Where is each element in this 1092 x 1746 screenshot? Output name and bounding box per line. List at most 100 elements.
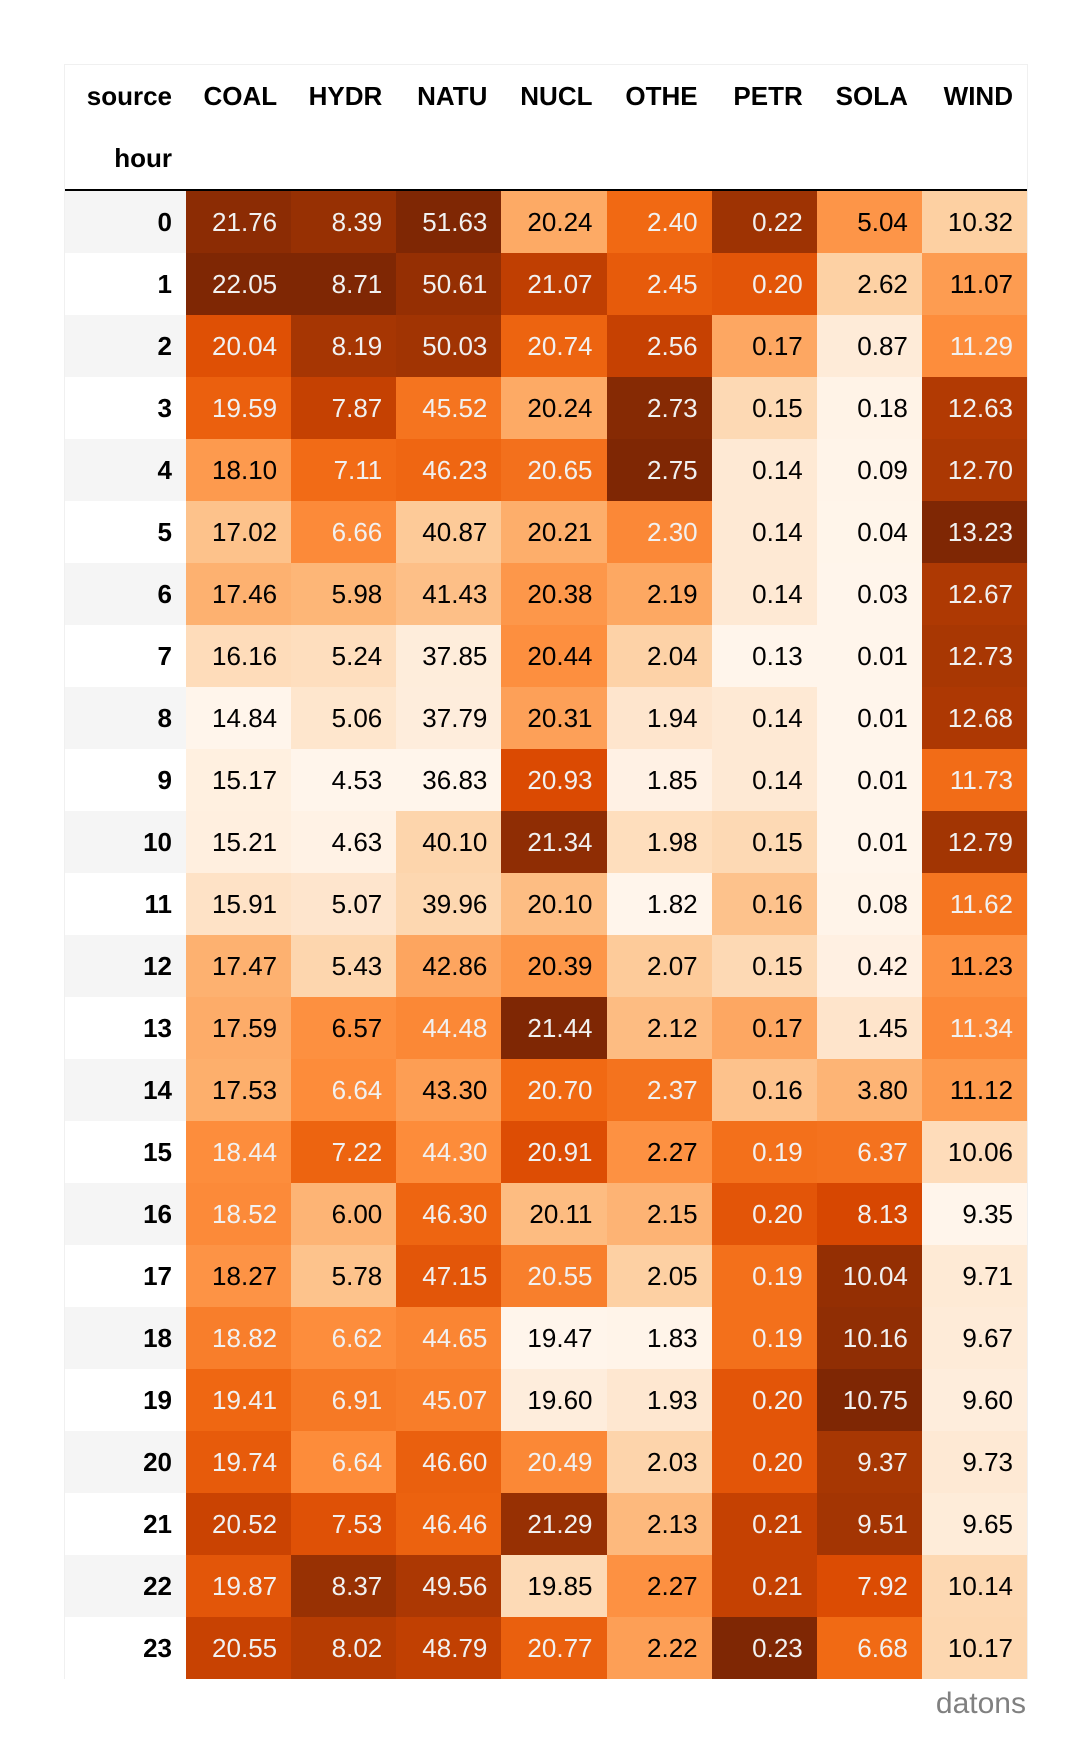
heatmap-cell-othe: 2.22 xyxy=(606,1617,712,1679)
row-index-hour: 16 xyxy=(65,1183,186,1245)
heatmap-cell-wind: 11.62 xyxy=(921,873,1027,935)
heatmap-cell-othe: 2.05 xyxy=(606,1245,712,1307)
heatmap-cell-natu: 51.63 xyxy=(396,190,502,253)
heatmap-cell-wind: 9.67 xyxy=(921,1307,1027,1369)
heatmap-cell-natu: 48.79 xyxy=(396,1617,502,1679)
heatmap-cell-petr: 0.13 xyxy=(711,625,817,687)
heatmap-cell-hydr: 4.53 xyxy=(291,749,397,811)
table-row: 4 18.10 7.11 46.23 20.65 2.75 0.14 0.09 12.70 xyxy=(65,439,1027,501)
heatmap-cell-coal: 15.17 xyxy=(186,749,292,811)
table-row: 21 20.52 7.53 46.46 21.29 2.13 0.21 9.51 9.65 xyxy=(65,1493,1027,1555)
heatmap-cell-othe: 1.98 xyxy=(606,811,712,873)
table-row: 10 15.21 4.63 40.10 21.34 1.98 0.15 0.01 12.79 xyxy=(65,811,1027,873)
heatmap-cell-petr: 0.14 xyxy=(711,501,817,563)
heatmap-cell-othe: 2.75 xyxy=(606,439,712,501)
column-header-othe: OTHE xyxy=(606,65,712,127)
heatmap-cell-petr: 0.19 xyxy=(711,1121,817,1183)
heatmap-cell-sola: 10.04 xyxy=(816,1245,922,1307)
heatmap-cell-natu: 50.03 xyxy=(396,315,502,377)
table-row: 3 19.59 7.87 45.52 20.24 2.73 0.15 0.18 12.63 xyxy=(65,377,1027,439)
heatmap-cell-wind: 12.68 xyxy=(921,687,1027,749)
row-index-hour: 17 xyxy=(65,1245,186,1307)
row-index-hour: 5 xyxy=(65,501,186,563)
heatmap-cell-natu: 45.52 xyxy=(396,377,502,439)
heatmap-cell-nucl: 21.34 xyxy=(501,811,607,873)
heatmap-cell-othe: 1.85 xyxy=(606,749,712,811)
heatmap-cell-petr: 0.20 xyxy=(711,1369,817,1431)
heatmap-cell-sola: 0.09 xyxy=(816,439,922,501)
heatmap-cell-hydr: 5.24 xyxy=(291,625,397,687)
heatmap-cell-wind: 12.67 xyxy=(921,563,1027,625)
heatmap-cell-hydr: 8.02 xyxy=(291,1617,397,1679)
heatmap-cell-coal: 18.44 xyxy=(186,1121,292,1183)
heatmap-cell-nucl: 20.55 xyxy=(501,1245,607,1307)
row-index-hour: 11 xyxy=(65,873,186,935)
heatmap-cell-wind: 13.23 xyxy=(921,501,1027,563)
row-index-hour: 12 xyxy=(65,935,186,997)
heatmap-cell-nucl: 20.93 xyxy=(501,749,607,811)
row-index-hour: 4 xyxy=(65,439,186,501)
heatmap-cell-wind: 9.73 xyxy=(921,1431,1027,1493)
table-row: 23 20.55 8.02 48.79 20.77 2.22 0.23 6.68 10.17 xyxy=(65,1617,1027,1679)
table-row: 6 17.46 5.98 41.43 20.38 2.19 0.14 0.03 12.67 xyxy=(65,563,1027,625)
table-row: 18 18.82 6.62 44.65 19.47 1.83 0.19 10.16 9.67 xyxy=(65,1307,1027,1369)
heatmap-cell-coal: 17.46 xyxy=(186,563,292,625)
heatmap-cell-coal: 19.59 xyxy=(186,377,292,439)
heatmap-cell-natu: 45.07 xyxy=(396,1369,502,1431)
heatmap-cell-natu: 44.30 xyxy=(396,1121,502,1183)
heatmap-table-container: source COAL HYDR NATU NUCL OTHE PETR SOLA WIND … xyxy=(64,64,1028,1679)
heatmap-cell-petr: 0.19 xyxy=(711,1245,817,1307)
heatmap-cell-sola: 10.75 xyxy=(816,1369,922,1431)
table-row: 17 18.27 5.78 47.15 20.55 2.05 0.19 10.04 9.71 xyxy=(65,1245,1027,1307)
table-row: 13 17.59 6.57 44.48 21.44 2.12 0.17 1.45 11.34 xyxy=(65,997,1027,1059)
row-index-hour: 14 xyxy=(65,1059,186,1121)
heatmap-cell-coal: 19.87 xyxy=(186,1555,292,1617)
heatmap-cell-natu: 37.79 xyxy=(396,687,502,749)
heatmap-cell-wind: 10.32 xyxy=(921,190,1027,253)
heatmap-cell-wind: 11.23 xyxy=(921,935,1027,997)
heatmap-cell-hydr: 5.98 xyxy=(291,563,397,625)
heatmap-cell-coal: 18.10 xyxy=(186,439,292,501)
heatmap-cell-wind: 10.06 xyxy=(921,1121,1027,1183)
heatmap-cell-coal: 20.52 xyxy=(186,1493,292,1555)
index-header-blank xyxy=(186,127,292,190)
heatmap-cell-othe: 2.07 xyxy=(606,935,712,997)
heatmap-cell-hydr: 7.87 xyxy=(291,377,397,439)
heatmap-cell-nucl: 20.10 xyxy=(501,873,607,935)
heatmap-cell-coal: 18.52 xyxy=(186,1183,292,1245)
column-header-coal: COAL xyxy=(186,65,292,127)
row-index-hour: 23 xyxy=(65,1617,186,1679)
table-row: 0 21.76 8.39 51.63 20.24 2.40 0.22 5.04 10.32 xyxy=(65,190,1027,253)
row-index-hour: 1 xyxy=(65,253,186,315)
heatmap-cell-hydr: 5.78 xyxy=(291,1245,397,1307)
heatmap-cell-coal: 21.76 xyxy=(186,190,292,253)
heatmap-cell-othe: 2.15 xyxy=(606,1183,712,1245)
heatmap-cell-hydr: 7.11 xyxy=(291,439,397,501)
row-index-hour: 6 xyxy=(65,563,186,625)
heatmap-cell-othe: 1.82 xyxy=(606,873,712,935)
heatmap-cell-coal: 20.55 xyxy=(186,1617,292,1679)
row-index-hour: 7 xyxy=(65,625,186,687)
heatmap-cell-sola: 0.01 xyxy=(816,749,922,811)
heatmap-cell-nucl: 20.31 xyxy=(501,687,607,749)
heatmap-cell-petr: 0.15 xyxy=(711,935,817,997)
heatmap-cell-nucl: 20.11 xyxy=(501,1183,607,1245)
heatmap-cell-othe: 2.73 xyxy=(606,377,712,439)
heatmap-cell-wind: 12.79 xyxy=(921,811,1027,873)
column-header-row: source COAL HYDR NATU NUCL OTHE PETR SOLA WIND xyxy=(65,65,1027,127)
heatmap-cell-wind: 9.65 xyxy=(921,1493,1027,1555)
heatmap-cell-hydr: 5.07 xyxy=(291,873,397,935)
heatmap-cell-coal: 17.47 xyxy=(186,935,292,997)
heatmap-cell-petr: 0.21 xyxy=(711,1493,817,1555)
heatmap-cell-natu: 37.85 xyxy=(396,625,502,687)
table-row: 8 14.84 5.06 37.79 20.31 1.94 0.14 0.01 12.68 xyxy=(65,687,1027,749)
row-index-hour: 9 xyxy=(65,749,186,811)
heatmap-cell-hydr: 7.22 xyxy=(291,1121,397,1183)
heatmap-cell-othe: 2.03 xyxy=(606,1431,712,1493)
heatmap-cell-petr: 0.15 xyxy=(711,811,817,873)
heatmap-cell-othe: 2.27 xyxy=(606,1555,712,1617)
table-row: 11 15.91 5.07 39.96 20.10 1.82 0.16 0.08 11.62 xyxy=(65,873,1027,935)
index-header-blank xyxy=(921,127,1027,190)
heatmap-cell-wind: 12.70 xyxy=(921,439,1027,501)
heatmap-cell-sola: 8.13 xyxy=(816,1183,922,1245)
